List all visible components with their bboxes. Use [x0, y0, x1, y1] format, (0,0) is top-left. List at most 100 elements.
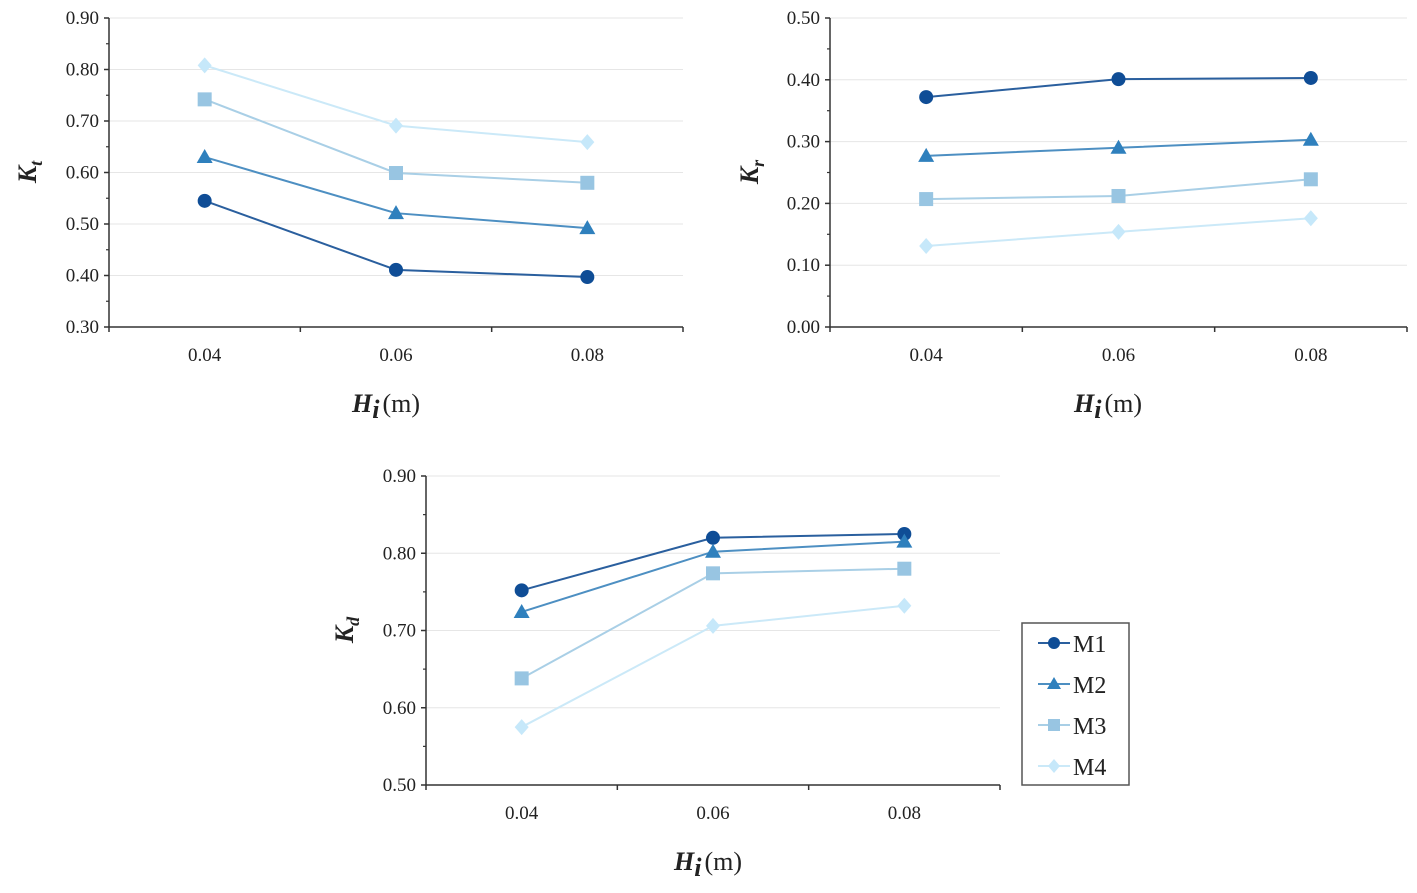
x-label-unit: (m)	[704, 847, 742, 876]
legend-box	[1021, 622, 1130, 786]
x-tick-label: 0.06	[379, 345, 412, 366]
data-point	[389, 166, 403, 181]
data-point	[580, 134, 595, 151]
legend-entry-m2: M2	[1038, 673, 1106, 699]
legend-entry-m4: M4	[1038, 755, 1106, 781]
legend-label: M2	[1073, 673, 1106, 699]
data-point	[919, 192, 934, 207]
data-point	[1303, 172, 1318, 187]
y-tick-label: 0.60	[383, 698, 416, 719]
legend: M1 M2 M3 M4	[1021, 622, 1130, 786]
data-point	[388, 205, 404, 220]
y-tick-label: 0.80	[66, 60, 99, 81]
legend-marker	[1048, 719, 1060, 731]
legend-label: M3	[1073, 714, 1106, 740]
data-point	[897, 597, 912, 614]
x-label-sub: i	[1094, 395, 1102, 424]
x-axis-label: Hi (m)	[1073, 389, 1142, 424]
data-point	[705, 543, 721, 558]
data-point	[389, 262, 403, 277]
x-label-unit: (m)	[1104, 389, 1142, 418]
legend-entry-m1: M1	[1038, 632, 1106, 658]
data-point	[580, 270, 595, 285]
y-axis-label: Kt	[13, 160, 46, 184]
data-point	[919, 90, 934, 105]
x-label-main: H	[351, 389, 373, 418]
y-tick-label: 0.00	[787, 317, 820, 338]
data-point	[1111, 72, 1126, 87]
data-point	[1111, 188, 1126, 203]
data-point	[1303, 210, 1318, 227]
y-label-sub: t	[26, 160, 46, 166]
data-point	[1110, 139, 1127, 154]
x-tick-label: 0.08	[1294, 345, 1327, 366]
data-point	[706, 530, 720, 545]
data-point	[197, 57, 212, 74]
legend-marker	[1048, 637, 1060, 649]
y-tick-label: 0.50	[787, 8, 820, 29]
x-axis-label: Hi (m)	[673, 847, 742, 882]
series-m2	[918, 131, 1319, 162]
series-m3	[919, 172, 1318, 207]
data-point	[1302, 131, 1319, 146]
y-axis-label: Kr	[735, 159, 768, 185]
x-label-sub: i	[694, 853, 702, 882]
data-point	[706, 566, 720, 581]
y-axis-label: Kd	[330, 616, 363, 644]
legend-label: M1	[1073, 632, 1106, 658]
series-m3	[197, 92, 595, 190]
y-tick-label: 0.40	[66, 266, 99, 287]
x-tick-label: 0.06	[1102, 345, 1135, 366]
data-point	[1111, 223, 1126, 240]
data-point	[579, 220, 596, 235]
chart-panel-2: 0.00 0.10 0.20 0.30 0.40 0.50 0.04 0.06 0.08 Kr Hi…	[735, 8, 1408, 424]
data-point	[196, 149, 213, 164]
data-point	[919, 238, 934, 255]
data-point	[197, 193, 212, 208]
x-label-main: H	[1073, 389, 1095, 418]
x-label-main: H	[673, 847, 695, 876]
x-tick-label: 0.04	[188, 345, 222, 366]
x-tick-label: 0.06	[696, 803, 729, 824]
x-label-sub: i	[372, 395, 380, 424]
data-point	[514, 583, 529, 598]
y-label-sub: d	[343, 616, 363, 626]
data-point	[389, 117, 403, 134]
series-m4	[197, 57, 595, 151]
x-label-unit: (m)	[382, 389, 420, 418]
data-point	[514, 671, 529, 686]
y-label-main: K	[735, 165, 764, 185]
y-label-sub: r	[748, 159, 768, 167]
data-point	[580, 175, 595, 190]
x-tick-label: 0.04	[910, 345, 944, 366]
x-tick-label: 0.08	[571, 345, 604, 366]
series-m2	[513, 533, 913, 618]
y-tick-label: 0.30	[787, 132, 820, 153]
legend-marker	[1048, 759, 1060, 773]
y-tick-label: 0.70	[383, 621, 416, 642]
y-tick-label: 0.90	[66, 8, 99, 29]
series-m2	[196, 149, 596, 235]
data-point	[897, 561, 912, 576]
y-tick-label: 0.80	[383, 543, 416, 564]
x-tick-label: 0.04	[505, 803, 539, 824]
y-tick-label: 0.60	[66, 163, 99, 184]
data-point	[918, 147, 935, 162]
y-tick-label: 0.90	[383, 466, 416, 487]
data-point	[1303, 70, 1318, 85]
y-label-main: K	[330, 624, 359, 644]
chart-panel-3: 0.50 0.60 0.70 0.80 0.90 0.04 0.06 0.08 Kd Hi (m)	[330, 466, 1001, 882]
x-axis-label: Hi (m)	[351, 389, 420, 424]
series-m1	[514, 526, 912, 598]
legend-marker	[1047, 677, 1061, 689]
y-tick-label: 0.70	[66, 111, 99, 132]
legend-entry-m3: M3	[1038, 714, 1106, 740]
series-m1	[919, 70, 1318, 105]
y-tick-label: 0.50	[66, 214, 99, 235]
y-tick-label: 0.40	[787, 70, 820, 91]
series-m4	[514, 597, 912, 736]
y-tick-label: 0.10	[787, 255, 820, 276]
y-label-main: K	[13, 164, 42, 184]
y-tick-label: 0.50	[383, 775, 416, 796]
